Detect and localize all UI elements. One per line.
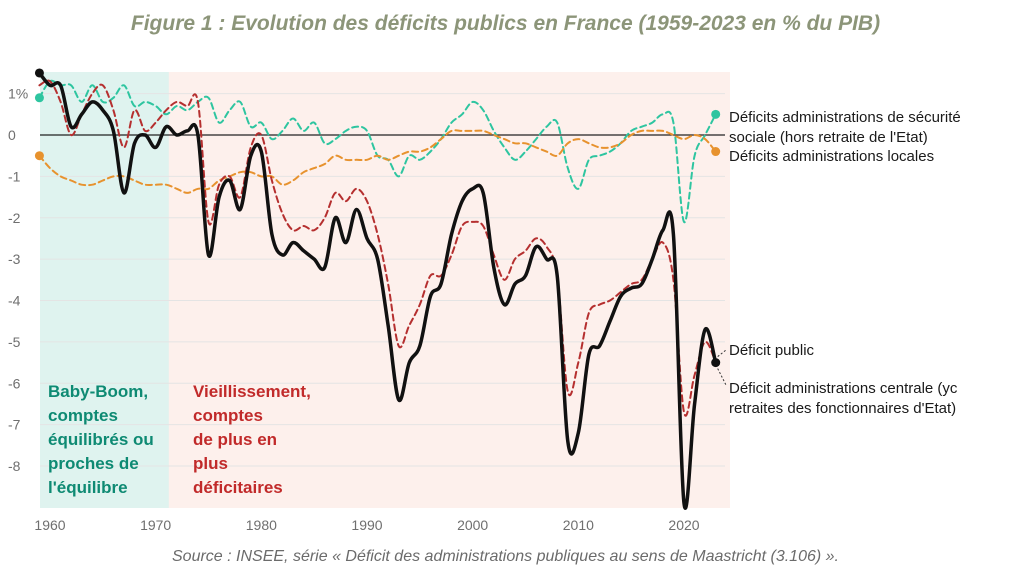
series-labels: Déficits administrations de sécurité soci… [717,109,961,417]
y-tick-label: -6 [8,375,21,391]
y-tick-label: -5 [8,334,21,350]
x-tick-label: 2020 [668,517,699,533]
y-tick-label: -1 [8,168,21,184]
y-tick-label: -8 [8,458,21,474]
period-label: de plus en [193,430,277,449]
series-start-point [34,93,44,103]
series-label: Déficit administrations centrale (yc [729,380,958,397]
x-axis-ticks: 1960 1970 1980 1990 2000 2010 2020 [34,517,699,533]
y-tick-label: -3 [8,251,21,267]
x-tick-label: 2000 [457,517,488,533]
y-tick-label: 1% [8,86,28,102]
period-label: équilibrés ou [48,430,154,449]
x-tick-label: 1960 [34,517,65,533]
series-start-point [34,151,44,161]
series-label: Déficit public [729,342,815,359]
chart-title: Figure 1 : Evolution des déficits public… [130,12,881,35]
series-line-3 [37,71,718,510]
series-end-point [711,147,721,157]
period-label: proches de [48,454,139,473]
y-axis-ticks: 1% 0 -1 -2 -3 -4 -5 -6 -7 -8 [8,86,28,474]
y-tick-label: -2 [8,210,21,226]
data-series [34,68,721,510]
series-label: Déficits administrations de sécurité [729,109,961,126]
series-start-point [34,68,44,78]
period-label: Vieillissement, [193,382,311,401]
region-1 [168,72,731,508]
y-tick-label: -4 [8,293,21,309]
label-leader [717,349,727,357]
series-line-1 [38,129,717,194]
series-line-2 [38,79,717,417]
x-tick-label: 1970 [140,517,171,533]
period-label: comptes [193,406,263,425]
y-tick-label: -7 [8,417,21,433]
series-label: retraites des fonctionnaires d'Etat) [729,400,956,417]
period-labels: Baby-Boom, comptes équilibrés ou proches de… [48,382,311,497]
series-line-0 [38,79,717,223]
period-label: comptes [48,406,118,425]
x-tick-label: 1980 [246,517,277,533]
period-regions [40,72,731,508]
y-tick-label: 0 [8,127,16,143]
series-label: Déficits administrations locales [729,148,934,165]
period-label: plus [193,454,228,473]
series-label: sociale (hors retraite de l'Etat) [729,129,928,146]
period-label: déficitaires [193,478,283,497]
source-note: Source : INSEE, série « Déficit des admi… [172,548,839,565]
label-leader [717,368,727,386]
series-end-point [711,109,721,119]
period-label: l'équilibre [48,478,128,497]
x-tick-label: 2010 [563,517,594,533]
period-label: Baby-Boom, [48,382,148,401]
series-end-point [711,358,721,368]
x-tick-label: 1990 [351,517,382,533]
